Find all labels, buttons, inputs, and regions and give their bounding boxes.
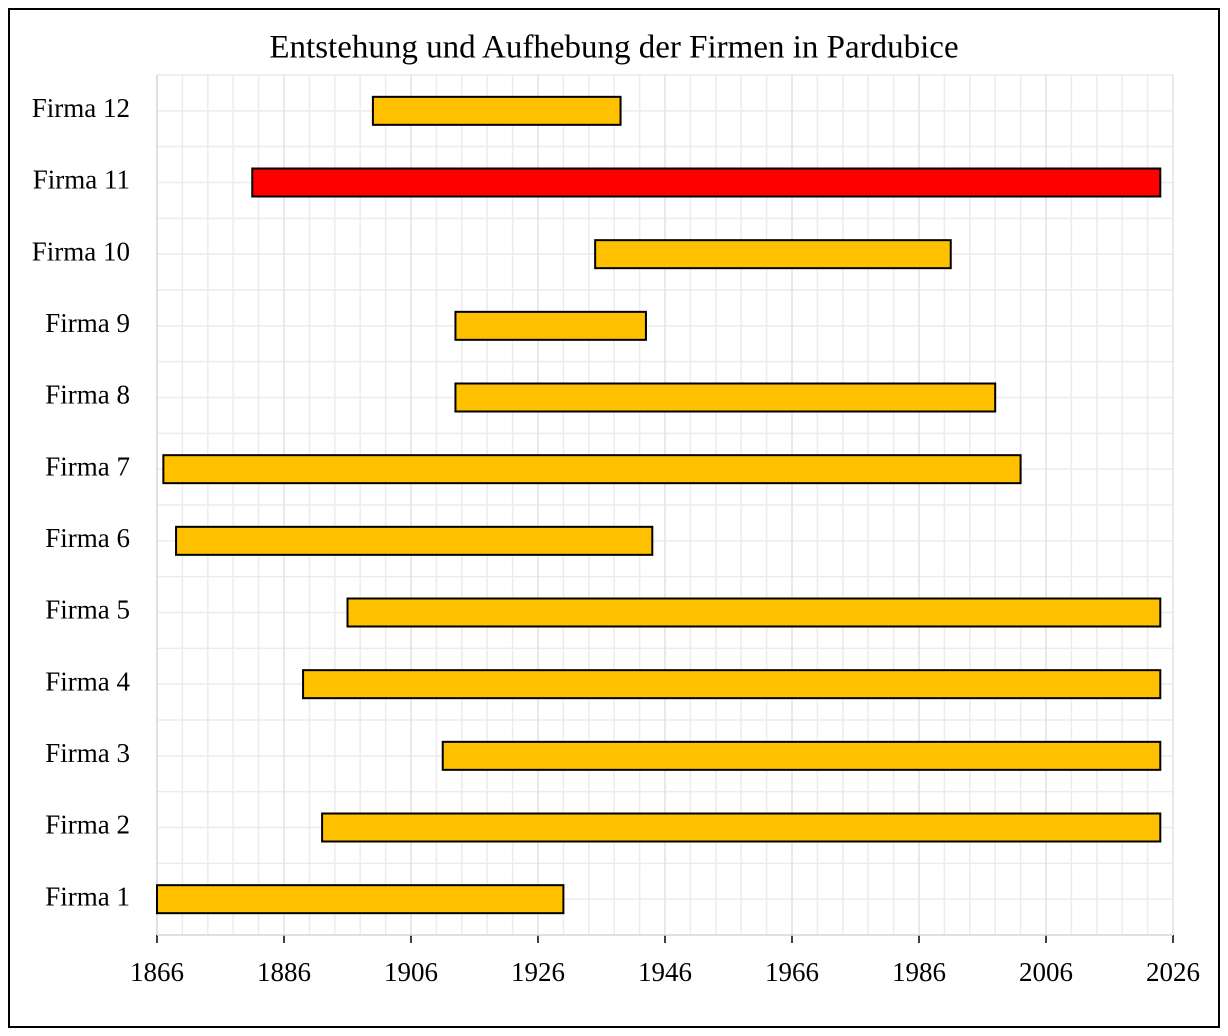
bar — [251, 167, 1162, 198]
y-tick-label: Firma 8 — [45, 380, 130, 410]
bar — [371, 95, 622, 126]
y-tick-label: Firma 5 — [45, 595, 130, 625]
y-tick-label: Firma 6 — [45, 523, 130, 553]
grid — [156, 74, 1174, 936]
bar — [454, 310, 647, 341]
bar — [321, 812, 1162, 843]
x-tick-label: 1866 — [130, 957, 184, 987]
y-tick-label: Firma 1 — [45, 881, 130, 911]
bar — [162, 454, 1022, 485]
bar — [175, 525, 654, 556]
chart-title: Entstehung und Aufhebung der Firmen in P… — [269, 30, 958, 66]
x-tick-label: 2006 — [1019, 957, 1073, 987]
y-tick-label: Firma 9 — [45, 308, 130, 338]
x-tick-label: 1966 — [765, 957, 819, 987]
x-tick-label: 1946 — [638, 957, 692, 987]
y-tick-label: Firma 4 — [45, 666, 130, 696]
y-tick-label: Firma 7 — [45, 451, 130, 481]
y-tick-label: Firma 2 — [45, 810, 130, 840]
y-tick-label: Firma 12 — [32, 93, 130, 123]
bar — [454, 382, 997, 413]
bar — [156, 884, 565, 915]
y-tick-label: Firma 10 — [32, 236, 130, 266]
x-tick-label: 1906 — [384, 957, 438, 987]
bar — [594, 239, 952, 270]
x-tick-label: 1926 — [511, 957, 565, 987]
bar — [346, 597, 1162, 628]
x-tick-label: 1886 — [257, 957, 311, 987]
bar — [302, 669, 1162, 700]
y-tick-label: Firma 11 — [33, 165, 130, 195]
bar — [441, 740, 1162, 771]
x-tick-label: 1986 — [892, 957, 946, 987]
x-tick-label: 2026 — [1146, 957, 1200, 987]
y-tick-label: Firma 3 — [45, 738, 130, 768]
